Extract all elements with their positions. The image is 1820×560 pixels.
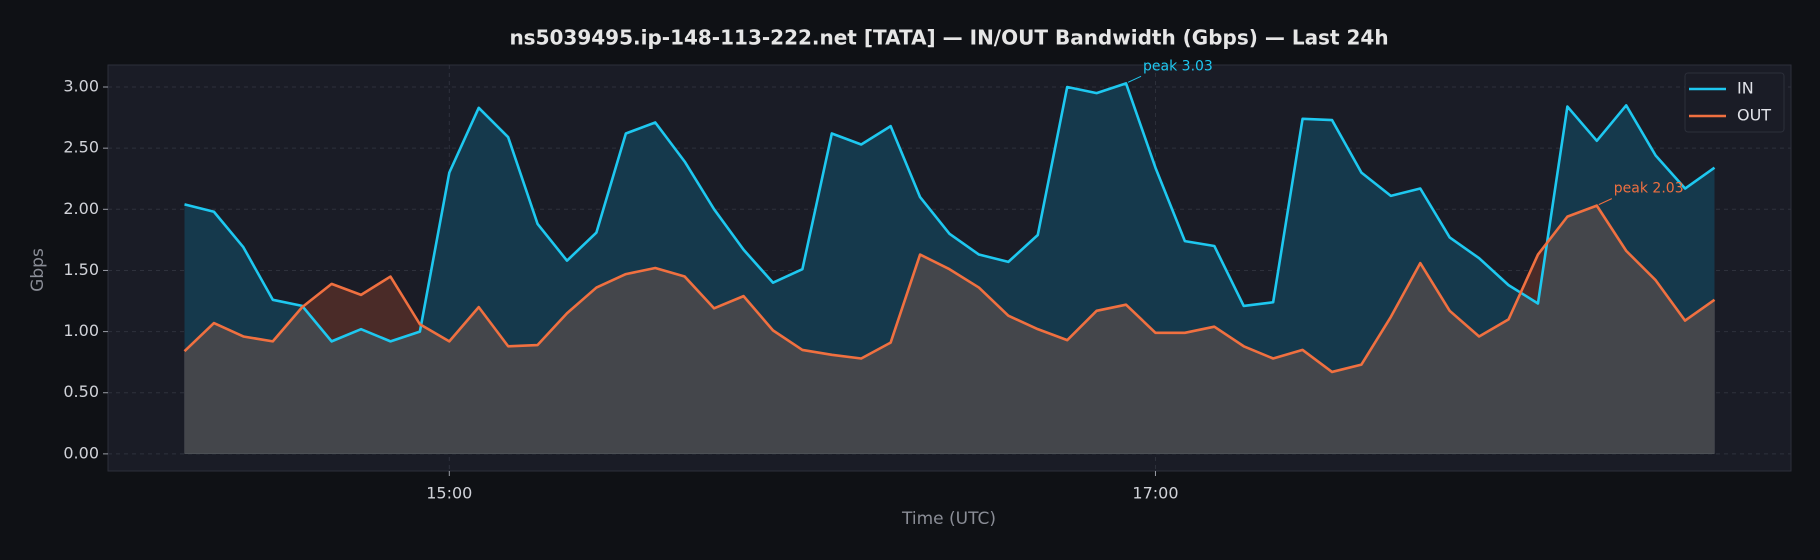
y-axis-label: Gbps <box>28 248 48 292</box>
y-tick-label: 2.50 <box>63 138 99 157</box>
x-tick-label: 15:00 <box>426 484 472 503</box>
y-tick-label: 2.00 <box>63 199 99 218</box>
y-tick-label: 0.00 <box>63 443 99 462</box>
series-line <box>183 204 1716 374</box>
x-tick-label: 17:00 <box>1132 484 1178 503</box>
legend-label: IN <box>1737 79 1754 98</box>
y-tick-label: 1.00 <box>63 321 99 340</box>
annotation-leader <box>1127 75 1142 83</box>
annotation: peak 2.03 <box>1614 181 1684 197</box>
chart-title: ns5039495.ip-148-113-222.net [TATA] — IN… <box>509 26 1388 50</box>
annotation-leader <box>1598 198 1613 206</box>
y-tick-label: 1.50 <box>63 260 99 279</box>
x-axis-label: Time (UTC) <box>901 509 996 529</box>
annotation: peak 3.03 <box>1143 58 1213 74</box>
series-line <box>184 82 1716 343</box>
y-tick-label: 0.50 <box>63 382 99 401</box>
legend-label: OUT <box>1737 106 1771 125</box>
y-tick-label: 3.00 <box>63 77 99 96</box>
